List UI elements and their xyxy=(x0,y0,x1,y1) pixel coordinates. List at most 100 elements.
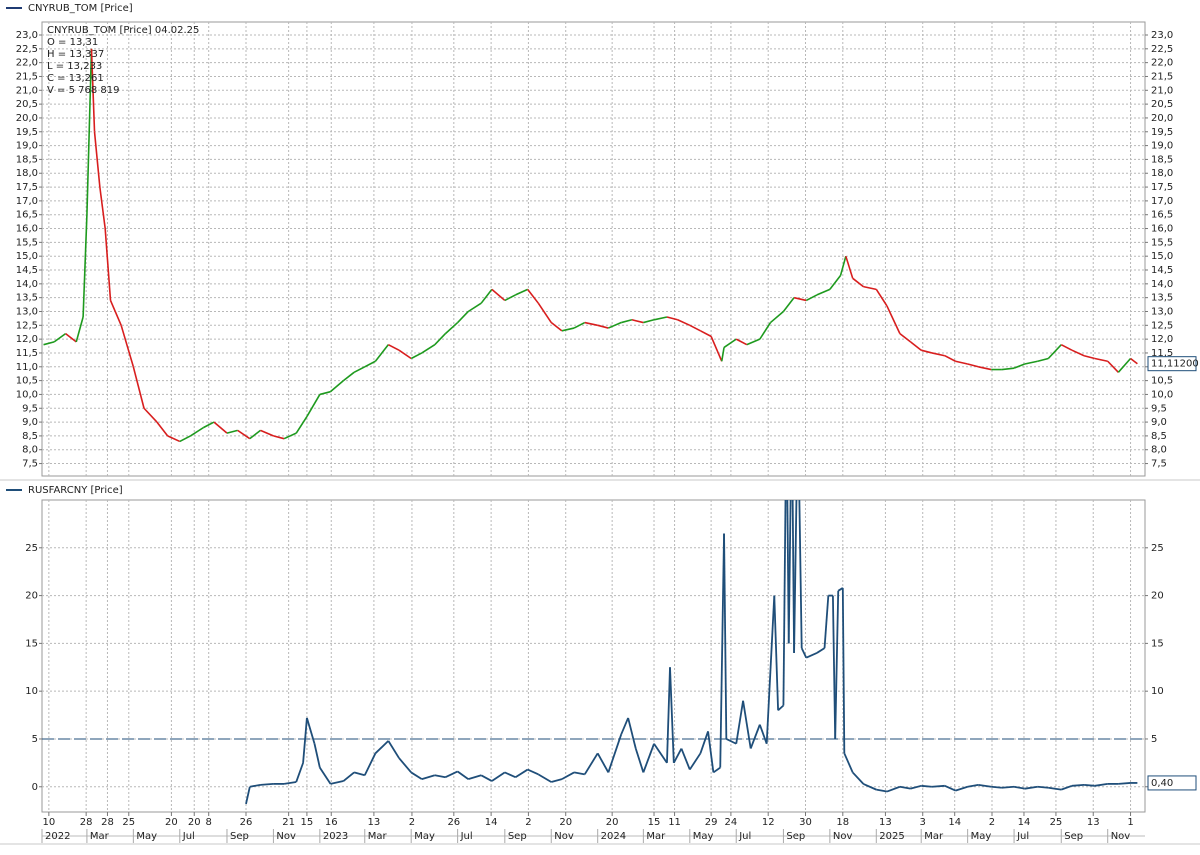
price-segment xyxy=(306,717,316,745)
y-tick-label: 11,5 xyxy=(1151,348,1173,359)
price-segment xyxy=(99,186,106,229)
price-segment xyxy=(1047,344,1062,360)
y-tick-label: 9,0 xyxy=(1151,417,1167,428)
price-segment xyxy=(1118,782,1131,785)
price-segment xyxy=(65,332,77,343)
price-segment xyxy=(1037,785,1049,789)
y-tick-label: 19,0 xyxy=(1151,141,1173,152)
price-segment xyxy=(1001,367,1015,371)
y-tick-label: 15 xyxy=(1151,638,1164,649)
x-tick-label: 3 xyxy=(920,817,926,828)
y-tick-label: 11,0 xyxy=(16,362,38,373)
price-segment xyxy=(677,319,691,327)
price-segment xyxy=(978,783,992,788)
price-segment xyxy=(1060,784,1073,791)
y-tick-label: 8,5 xyxy=(1151,431,1167,442)
y-tick-label: 22,0 xyxy=(16,58,38,69)
price-segment xyxy=(143,407,158,423)
price-segment xyxy=(886,305,901,334)
price-segment xyxy=(527,768,539,776)
price-segment xyxy=(421,774,436,780)
last-value-label: 0,40 xyxy=(1151,778,1173,789)
y-tick-label: 22,0 xyxy=(1151,58,1173,69)
price-segment xyxy=(823,595,830,649)
price-segment xyxy=(156,421,169,437)
y-tick-label: 9,5 xyxy=(22,403,38,414)
price-segment xyxy=(805,652,818,659)
price-segment xyxy=(527,288,539,304)
price-segment xyxy=(749,724,761,749)
price-segment xyxy=(1037,357,1049,363)
info-text: L = 13,233 xyxy=(47,61,102,72)
x-tick-label: 24 xyxy=(725,817,738,828)
y-tick-label: 22,5 xyxy=(1151,44,1173,55)
y-tick-label: 21,5 xyxy=(1151,71,1173,82)
price-segment xyxy=(283,781,297,785)
price-segment xyxy=(862,783,877,791)
y-tick-label: 13,0 xyxy=(1151,306,1173,317)
price-segment xyxy=(514,768,529,778)
price-segment xyxy=(910,784,922,790)
y-tick-label: 15,0 xyxy=(1151,251,1173,262)
price-segment xyxy=(899,785,911,790)
y-tick-label: 10 xyxy=(1151,686,1164,697)
price-segment xyxy=(723,338,737,349)
x-tick-label: 28 xyxy=(101,817,114,828)
x-tick-label: 15 xyxy=(648,817,661,828)
plot-frame xyxy=(41,21,1146,477)
y-tick-label: 18,0 xyxy=(1151,168,1173,179)
x-month-label: 2025 xyxy=(879,831,904,842)
price-segment xyxy=(491,288,506,302)
price-segment xyxy=(445,770,459,779)
price-segment xyxy=(666,316,678,321)
y-tick-label: 21,5 xyxy=(16,71,38,82)
price-segment xyxy=(374,344,389,362)
price-segment xyxy=(374,740,389,754)
price-segment xyxy=(653,316,668,321)
x-month-label: 2023 xyxy=(323,831,348,842)
price-segment xyxy=(725,738,737,745)
y-tick-label: 8,0 xyxy=(1151,445,1167,456)
y-tick-label: 5 xyxy=(32,734,38,745)
price-segment xyxy=(707,731,715,773)
x-tick-label: 14 xyxy=(948,817,961,828)
price-segment xyxy=(742,700,752,749)
price-segment xyxy=(845,255,854,279)
price-segment xyxy=(852,277,864,288)
legend-label: CNYRUB_TOM [Price] xyxy=(28,3,133,14)
price-segment xyxy=(561,327,575,332)
x-tick-label: 20 xyxy=(165,817,178,828)
price-segment xyxy=(1117,357,1132,373)
info-text: O = 13,31 xyxy=(47,37,98,48)
y-tick-label: 19,5 xyxy=(1151,127,1173,138)
y-tick-label: 17,5 xyxy=(16,182,38,193)
info-text: CNYRUB_TOM [Price] 04.02.25 xyxy=(47,25,199,36)
price-segment xyxy=(634,748,645,773)
x-tick-label: 2 xyxy=(409,817,415,828)
price-segment xyxy=(457,770,469,780)
price-segment xyxy=(955,785,968,792)
price-segment xyxy=(491,771,506,782)
price-segment xyxy=(467,302,482,313)
price-segment xyxy=(179,435,191,443)
price-segment xyxy=(816,647,826,654)
price-segment xyxy=(834,590,840,739)
y-tick-label: 10,5 xyxy=(16,376,38,387)
price-segment xyxy=(1094,783,1108,787)
x-month-label: Mar xyxy=(646,831,666,842)
price-segment xyxy=(627,717,637,749)
price-segment xyxy=(342,771,355,782)
price-segment xyxy=(132,366,145,409)
y-tick-label: 20,5 xyxy=(16,99,38,110)
x-tick-label: 21 xyxy=(282,817,295,828)
price-segment xyxy=(723,533,728,739)
x-month-label: May xyxy=(693,831,714,842)
price-segment xyxy=(342,371,355,382)
y-tick-label: 18,0 xyxy=(16,168,38,179)
price-segment xyxy=(978,366,992,371)
price-segment xyxy=(735,700,744,744)
last-value-box xyxy=(1147,356,1197,372)
price-segment xyxy=(931,784,945,788)
x-month-label: May xyxy=(136,831,157,842)
